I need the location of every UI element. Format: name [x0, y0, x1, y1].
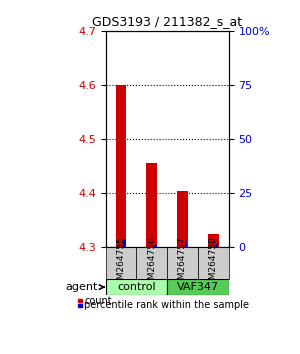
Text: GSM264758: GSM264758 [209, 236, 218, 291]
Bar [177, 190, 188, 247]
Text: GSM264756: GSM264756 [147, 236, 156, 291]
Bar [116, 85, 126, 247]
Text: count: count [84, 296, 112, 306]
Bar [208, 234, 219, 247]
Bar [78, 304, 82, 307]
Bar [154, 245, 157, 247]
Title: GDS3193 / 211382_s_at: GDS3193 / 211382_s_at [92, 15, 242, 28]
FancyBboxPatch shape [136, 247, 167, 279]
Bar [146, 164, 157, 247]
FancyBboxPatch shape [106, 247, 136, 279]
Bar [78, 299, 82, 302]
FancyBboxPatch shape [167, 247, 198, 279]
Text: GSM264757: GSM264757 [178, 236, 187, 291]
FancyBboxPatch shape [106, 279, 167, 295]
Bar [185, 241, 188, 247]
FancyBboxPatch shape [198, 247, 229, 279]
Text: VAF347: VAF347 [177, 282, 219, 292]
Text: agent: agent [66, 282, 104, 292]
Text: percentile rank within the sample: percentile rank within the sample [84, 300, 249, 310]
Text: GSM264755: GSM264755 [116, 236, 125, 291]
Text: control: control [117, 282, 156, 292]
Bar [123, 239, 126, 247]
FancyBboxPatch shape [167, 279, 229, 295]
Bar [216, 243, 218, 247]
